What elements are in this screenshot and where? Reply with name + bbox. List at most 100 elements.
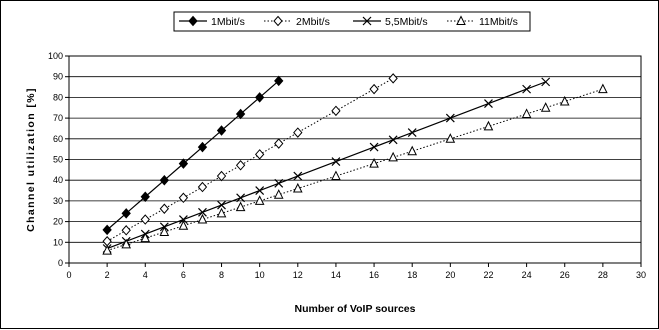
legend-item: 1Mbit/s [179, 15, 245, 28]
series-layer [102, 73, 608, 255]
legend-label: 1Mbit/s [211, 16, 245, 28]
y-axis-title: Channel utilization [%] [25, 87, 37, 232]
series-line [106, 77, 394, 242]
x-tick-label: 18 [407, 270, 417, 280]
y-tick-label: 90 [53, 72, 63, 82]
data-point [235, 160, 246, 171]
data-point [483, 120, 494, 131]
data-point [140, 232, 151, 243]
data-point [274, 178, 284, 188]
data-point [274, 138, 284, 149]
y-tick-label: 100 [48, 51, 63, 61]
data-point-stroke [236, 193, 246, 203]
x-tick-label: 24 [522, 270, 532, 280]
y-tick-label: 30 [53, 196, 63, 206]
data-point [273, 189, 284, 199]
data-point [292, 182, 303, 193]
data-point [445, 133, 456, 143]
data-point [273, 15, 283, 27]
y-tick-label: 20 [53, 217, 63, 227]
data-point-stroke [198, 207, 207, 217]
data-point [216, 207, 227, 218]
x-tick-label: 26 [560, 270, 570, 280]
data-point-stroke [274, 178, 284, 188]
data-point [102, 244, 112, 255]
y-tick-label: 80 [53, 92, 63, 102]
data-point [121, 238, 132, 249]
data-point [217, 200, 226, 210]
x-tick-label: 10 [255, 270, 265, 280]
data-point-stroke [522, 84, 532, 94]
data-point [293, 127, 303, 138]
legend-item: 5,5Mbit/s [353, 16, 428, 28]
x-tick-label: 0 [66, 270, 71, 280]
data-point [407, 128, 417, 138]
data-point [140, 214, 150, 225]
data-point-stroke [178, 215, 188, 224]
legend-item: 11Mbit/s [447, 15, 518, 28]
data-point [369, 83, 379, 95]
x-tick-label: 30 [636, 270, 646, 280]
data-point [235, 108, 246, 120]
data-point [522, 84, 532, 94]
data-point [197, 141, 208, 153]
data-point [159, 226, 170, 236]
data-point [198, 207, 207, 217]
legend-label: 2Mbit/s [296, 16, 330, 28]
data-point-stroke [362, 16, 372, 26]
data-point [331, 157, 341, 166]
data-point [255, 186, 265, 195]
legend-label: 5,5Mbit/s [385, 16, 428, 28]
data-point [216, 170, 227, 182]
series-0 [102, 75, 284, 236]
data-point-stroke [369, 142, 379, 152]
data-point [388, 73, 398, 84]
series-line [106, 80, 280, 231]
data-point [484, 99, 493, 109]
data-point-stroke [484, 99, 493, 109]
data-point [274, 75, 284, 87]
data-point [140, 191, 150, 203]
legend: 1Mbit/s 2Mbit/s 5,5Mbit/s 11Mbit/s [173, 11, 531, 32]
data-point [541, 77, 551, 87]
y-tick-label: 50 [53, 155, 63, 165]
data-point [121, 208, 131, 219]
y-tick-label: 10 [53, 237, 63, 247]
x-tick-label: 2 [105, 270, 110, 280]
data-point [445, 113, 455, 123]
x-tick-label: 14 [331, 270, 341, 280]
data-point-stroke [445, 113, 455, 123]
data-point [159, 174, 170, 186]
legend-items: 1Mbit/s 2Mbit/s 5,5Mbit/s 11Mbit/s [179, 15, 518, 28]
series-1 [102, 73, 398, 247]
series-3 [102, 83, 608, 255]
data-point [407, 145, 418, 156]
data-point [331, 170, 341, 181]
data-point [254, 92, 265, 103]
data-point [331, 105, 341, 117]
data-point [197, 181, 208, 193]
x-tick-label: 28 [598, 270, 608, 280]
data-point [197, 213, 208, 224]
data-point [178, 220, 189, 230]
y-tick-label: 0 [58, 258, 63, 268]
data-point-stroke [255, 186, 265, 195]
grid-layer [69, 76, 641, 243]
data-point [178, 215, 188, 224]
data-point [102, 224, 112, 236]
data-point [388, 135, 398, 145]
x-axis-title: Number of VoIP sources [295, 303, 416, 315]
x-tick-label: 20 [445, 270, 455, 280]
data-point [188, 15, 198, 27]
data-point [216, 125, 227, 136]
data-point [388, 151, 398, 162]
data-point [598, 83, 608, 94]
data-point [178, 158, 189, 169]
data-point [362, 16, 372, 26]
data-point [159, 203, 170, 215]
legend-item: 2Mbit/s [264, 15, 330, 28]
data-point [254, 195, 265, 205]
